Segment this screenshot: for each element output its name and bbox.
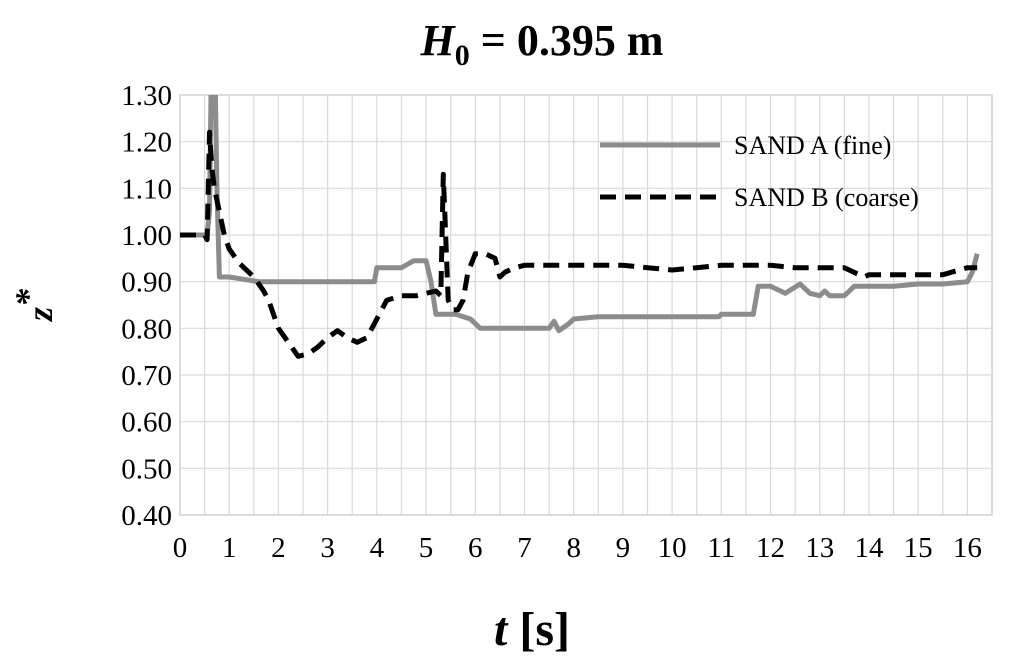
y-tick-label: 0.40 [121,500,172,532]
x-tick-label: 1 [222,532,237,564]
x-tick-label: 8 [566,532,581,564]
y-tick-label: 1.20 [121,127,172,159]
chart-title: H0 = 0.395 m [420,16,664,72]
y-tick-label: 1.10 [121,173,172,205]
y-tick-label: 1.00 [121,220,172,252]
legend-label-2: SAND B (coarse) [734,183,919,212]
y-tick-label: 0.70 [121,360,172,392]
x-axis-variable: t [494,603,509,656]
series-line-1 [180,95,980,334]
y-axis-superscript: * [8,288,48,307]
grid-lines [179,94,993,516]
title-variable: H [420,16,457,65]
x-tick-label: 13 [805,532,834,564]
x-tick-label: 10 [658,532,687,564]
legend: SAND A (fine) SAND B (coarse) [600,131,919,212]
y-tick-label: 0.50 [121,453,172,485]
x-tick-label: 11 [707,532,735,564]
x-tick-label: 15 [904,532,933,564]
x-axis-label: t [s] [494,603,570,656]
x-tick-labels: 0 1 2 3 4 5 6 7 8 9 10 11 12 13 14 15 16 [173,532,982,564]
title-subscript: 0 [455,39,470,72]
y-axis-label: z* [8,288,60,323]
x-tick-label: 14 [854,532,884,564]
series-line-2 [180,129,978,359]
x-tick-label: 4 [370,532,385,564]
y-axis-variable: z [20,307,60,323]
y-tick-label: 0.90 [121,267,172,299]
plot-area [179,94,993,516]
x-tick-label: 5 [419,532,434,564]
x-tick-label: 16 [953,532,982,564]
x-tick-label: 2 [271,532,286,564]
x-tick-label: 7 [517,532,532,564]
y-tick-labels: 0.40 0.50 0.60 0.70 0.80 0.90 1.00 1.10 1.20 1.30 [121,80,172,532]
x-axis-unit: [s] [507,603,570,656]
title-rest: = 0.395 m [470,16,664,65]
y-tick-label: 1.30 [121,80,172,112]
x-tick-label: 12 [756,532,785,564]
y-tick-label: 0.80 [121,313,172,345]
x-tick-label: 6 [468,532,483,564]
x-tick-label: 3 [320,532,335,564]
y-tick-label: 0.60 [121,407,172,439]
legend-label-1: SAND A (fine) [734,131,891,160]
x-tick-label: 0 [173,532,188,564]
plot-frame [179,94,993,516]
x-tick-label: 9 [616,532,631,564]
series-layer [180,95,980,359]
